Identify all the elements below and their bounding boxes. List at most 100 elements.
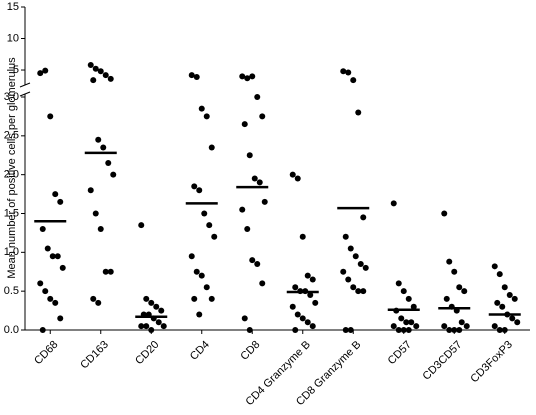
data-point [405, 327, 412, 333]
data-point [42, 288, 49, 295]
data-point [42, 67, 49, 74]
x-tick-label: CD4 [188, 339, 212, 363]
data-point [107, 268, 114, 275]
data-point [304, 272, 311, 279]
data-point [400, 327, 407, 333]
data-point [362, 264, 369, 271]
data-point [451, 327, 458, 333]
data-point [143, 295, 150, 302]
y-tick-label: 3.0 [4, 91, 19, 103]
data-point [95, 299, 102, 306]
data-point [148, 327, 155, 333]
data-point [390, 323, 397, 330]
data-point [244, 75, 251, 82]
y-tick-label: 5 [13, 64, 19, 76]
data-point [49, 253, 56, 260]
data-point [92, 65, 99, 72]
data-point [261, 198, 268, 205]
data-point [494, 299, 501, 306]
data-point [246, 327, 253, 333]
data-point [203, 284, 210, 291]
data-point [294, 175, 301, 182]
data-point [294, 311, 301, 318]
data-point [342, 233, 349, 240]
data-point [342, 327, 349, 333]
y-tick-label: 0.5 [4, 285, 19, 297]
x-tick-label: CD68 [32, 339, 60, 367]
data-point [37, 280, 44, 287]
data-point [241, 121, 248, 128]
data-point [208, 144, 215, 151]
data-point [292, 284, 299, 291]
data-point [39, 327, 46, 333]
x-tick-label: CD163 [78, 339, 111, 372]
data-point [246, 152, 253, 159]
data-point [491, 263, 498, 270]
data-point [196, 187, 203, 194]
data-point [355, 288, 362, 295]
data-point [47, 295, 54, 302]
data-point [289, 303, 296, 310]
data-point [198, 272, 205, 279]
data-point [198, 105, 205, 112]
data-point [193, 73, 200, 80]
data-point [299, 315, 306, 322]
data-point [451, 268, 458, 275]
data-point [443, 295, 450, 302]
data-point [105, 160, 112, 167]
data-point [254, 260, 261, 267]
data-point [90, 295, 97, 302]
data-point [499, 303, 506, 310]
axis-break [19, 82, 31, 88]
data-point [355, 109, 362, 116]
data-point [188, 72, 195, 79]
data-point [408, 319, 415, 326]
data-point [97, 226, 104, 233]
data-point [360, 214, 367, 221]
data-point [458, 319, 465, 326]
data-point [57, 315, 64, 322]
data-point [350, 77, 357, 84]
data-point [37, 70, 44, 77]
data-point [191, 295, 198, 302]
data-point [501, 327, 508, 333]
data-point [461, 288, 468, 295]
data-point [259, 113, 266, 120]
x-tick-label: CD57 [386, 339, 414, 367]
data-point [201, 210, 208, 217]
y-axis-title: Mean number of positive cells per glomer… [6, 57, 18, 279]
data-point [102, 268, 109, 275]
data-point [44, 245, 51, 252]
data-point [256, 179, 263, 186]
data-point [254, 94, 261, 100]
data-point [87, 187, 94, 194]
data-point [188, 253, 195, 260]
data-point [345, 276, 352, 283]
data-point [299, 233, 306, 240]
data-point [57, 198, 64, 205]
data-point [102, 72, 109, 79]
data-point [400, 288, 407, 295]
data-point [158, 307, 165, 314]
x-tick-label: CD20 [133, 339, 161, 367]
data-point [307, 292, 314, 299]
data-point [52, 191, 59, 198]
data-point [203, 113, 210, 120]
data-point [259, 280, 266, 287]
data-point [345, 69, 352, 76]
data-point [395, 327, 402, 333]
y-tick-label: 1.5 [4, 207, 19, 219]
data-point [340, 68, 347, 75]
data-point [405, 295, 412, 302]
data-point [97, 68, 104, 75]
y-tick-label: 15 [7, 1, 19, 13]
data-point [413, 323, 420, 330]
data-point [496, 327, 503, 333]
data-point [193, 268, 200, 275]
data-point [398, 315, 405, 322]
data-point [39, 226, 46, 233]
data-point [456, 327, 463, 333]
data-point [514, 319, 521, 326]
data-point [501, 284, 508, 291]
